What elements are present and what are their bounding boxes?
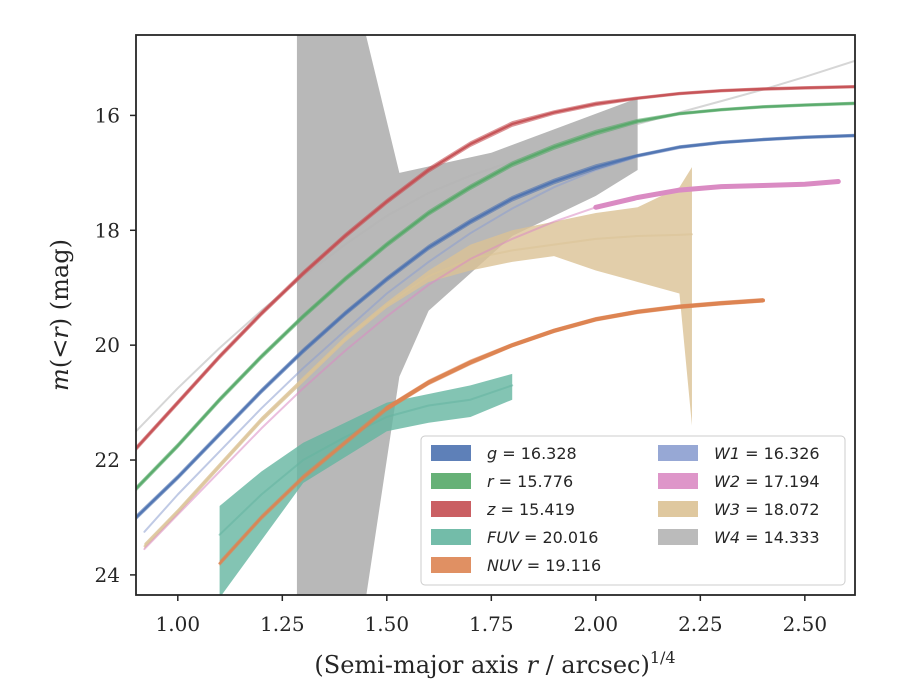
legend-label-w4: W4 = 14.333 xyxy=(714,528,820,547)
r-line xyxy=(136,102,855,490)
legend-label-w2: W2 = 17.194 xyxy=(714,472,820,491)
y-tick-label: 22 xyxy=(95,448,120,472)
legend-label-fuv: FUV = 20.016 xyxy=(487,528,598,547)
legend-swatch-w2 xyxy=(658,473,698,489)
x-axis-title: (Semi-major axis r / arcsec)1/4 xyxy=(314,648,675,679)
w4-line xyxy=(136,59,855,433)
w4-band xyxy=(296,35,638,595)
y-axis-title: m(<r) (mag) xyxy=(46,239,74,391)
y-tick-label: 20 xyxy=(95,333,120,357)
legend: g = 16.328 r = 15.776 z = 15.419 FUV = 20.0… xyxy=(420,435,846,586)
y-tick-label: 24 xyxy=(95,563,120,587)
legend-box xyxy=(420,435,846,586)
legend-label-r: r = 15.776 xyxy=(487,472,573,491)
legend-swatch-r xyxy=(431,473,471,489)
legend-swatch-nuv xyxy=(431,557,471,573)
nuv-measured-segment xyxy=(384,298,765,411)
legend-swatch-fuv xyxy=(431,529,471,545)
y-axis: 16 18 20 22 24 xyxy=(95,103,136,587)
legend-label-z: z = 15.419 xyxy=(486,500,575,519)
legend-label-nuv: NUV = 19.116 xyxy=(487,556,601,575)
plot-frame xyxy=(135,34,856,596)
legend-swatch-g xyxy=(431,445,471,461)
g-line xyxy=(136,134,855,519)
x-axis: 1.00 1.25 1.50 1.75 2.00 2.25 2.50 xyxy=(156,595,828,636)
z-line xyxy=(136,85,855,450)
x-tick-label: 2.25 xyxy=(678,612,723,636)
legend-swatch-w1 xyxy=(658,445,698,461)
x-tick-label: 1.00 xyxy=(156,612,201,636)
legend-label-g: g = 16.328 xyxy=(487,444,577,463)
legend-swatch-z xyxy=(431,501,471,517)
y-tick-label: 16 xyxy=(95,103,120,127)
legend-swatch-w3 xyxy=(658,501,698,517)
legend-swatch-w4 xyxy=(658,529,698,545)
legend-label-w3: W3 = 18.072 xyxy=(714,500,820,519)
x-tick-label: 2.00 xyxy=(574,612,619,636)
legend-label-w1: W1 = 16.326 xyxy=(714,444,820,463)
x-tick-label: 1.50 xyxy=(365,612,410,636)
x-tick-label: 1.75 xyxy=(469,612,514,636)
x-tick-label: 1.25 xyxy=(260,612,305,636)
w3-line xyxy=(143,233,693,548)
plot-area xyxy=(136,35,855,595)
w2-measured-segment xyxy=(593,179,841,210)
x-tick-label: 2.50 xyxy=(783,612,828,636)
y-tick-label: 18 xyxy=(95,218,120,242)
